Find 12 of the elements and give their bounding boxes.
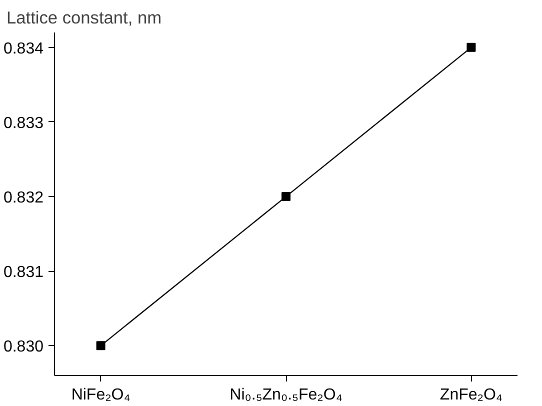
y-axis-title: Lattice constant, nm [6,8,162,28]
point [466,42,476,52]
y-tick-label: 0.833 [3,114,44,132]
y-tick-label: 0.832 [3,190,44,207]
y-tick-label: 0.834 [3,40,44,58]
y-tick-label: 0.830 [3,338,44,356]
point [282,192,290,202]
x-tick-label: ZnFe₂O₄ [440,386,502,404]
y-tick-label: 0.831 [3,264,44,282]
point [96,341,106,350]
x-tick-label: NiFe₂O₄ [71,386,130,404]
x-tick-label: Ni₀.₅Zn₀.₅Fe₂O₄ [230,386,342,404]
